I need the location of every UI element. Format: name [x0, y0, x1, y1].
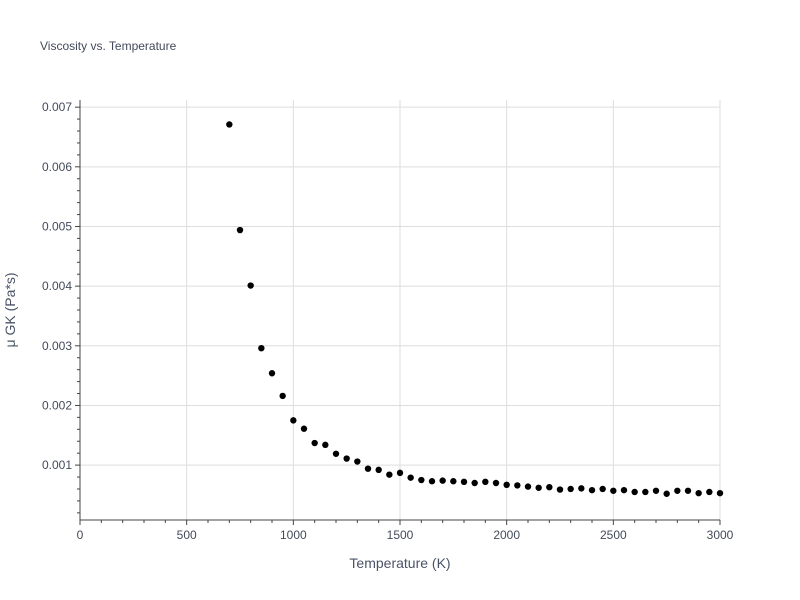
data-point: [386, 471, 393, 478]
axes: 0 500 1000 1500 2000 2500 3000 0.001 0.002 0.003 0…: [42, 100, 734, 542]
data-point: [514, 482, 521, 489]
y-tick-label: 0.005: [42, 219, 72, 233]
data-point: [556, 486, 564, 493]
data-point: [652, 487, 660, 494]
x-tick-label: 2000: [493, 528, 520, 542]
data-point: [407, 474, 414, 481]
data-point: [546, 483, 553, 491]
y-tick-label: 0.004: [42, 279, 72, 293]
data-point: [428, 478, 436, 485]
data-point: [311, 439, 318, 447]
data-point: [332, 450, 340, 457]
data-point: [642, 488, 649, 496]
data-point: [300, 425, 308, 432]
data-point: [524, 483, 532, 490]
x-tick-label: 1500: [387, 528, 414, 542]
data-point: [610, 487, 617, 494]
data-point: [375, 466, 382, 474]
x-tick-label: 2500: [600, 528, 627, 542]
x-tick-label: 0: [77, 528, 84, 542]
data-point: [631, 488, 638, 496]
x-tick-label: 3000: [707, 528, 734, 542]
data-point: [396, 469, 404, 477]
data-point: [226, 121, 233, 128]
data-point: [578, 485, 585, 492]
data-point: [364, 465, 372, 472]
data-point: [460, 478, 468, 486]
data-point: [236, 226, 244, 234]
data-point: [482, 478, 489, 486]
data-point: [599, 485, 606, 493]
data-point: [663, 490, 670, 497]
data-point: [439, 477, 446, 484]
chart-title: Viscosity vs. Temperature: [40, 39, 177, 53]
data-point: [471, 479, 478, 487]
data-point: [567, 485, 574, 493]
y-tick-label: 0.001: [42, 458, 72, 472]
data-point: [674, 487, 681, 494]
data-point: [503, 481, 510, 489]
x-axis-label: Temperature (K): [349, 555, 450, 571]
data-point: [290, 417, 297, 424]
data-point: [279, 392, 286, 400]
grid: [80, 100, 721, 520]
data-point: [418, 476, 425, 484]
data-point: [450, 478, 457, 485]
data-point: [258, 344, 265, 352]
data-point: [535, 484, 542, 491]
data-points: [226, 121, 724, 497]
data-point: [620, 486, 628, 494]
data-point: [588, 486, 596, 494]
data-point: [684, 487, 692, 494]
y-tick-label: 0.002: [42, 398, 72, 412]
data-point: [716, 489, 724, 497]
data-point: [492, 479, 500, 487]
y-tick-label: 0.006: [42, 160, 72, 174]
y-tick-label: 0.007: [42, 100, 72, 114]
data-point: [322, 441, 329, 449]
data-point: [706, 488, 713, 496]
data-point: [695, 489, 702, 497]
data-point: [268, 370, 276, 377]
data-point: [354, 458, 361, 465]
y-axis-label: μ GK (Pa*s): [2, 273, 18, 348]
data-point: [343, 455, 350, 462]
x-tick-label: 1000: [280, 528, 307, 542]
x-tick-label: 500: [177, 528, 197, 542]
y-tick-label: 0.003: [42, 339, 72, 353]
data-point: [247, 282, 254, 289]
